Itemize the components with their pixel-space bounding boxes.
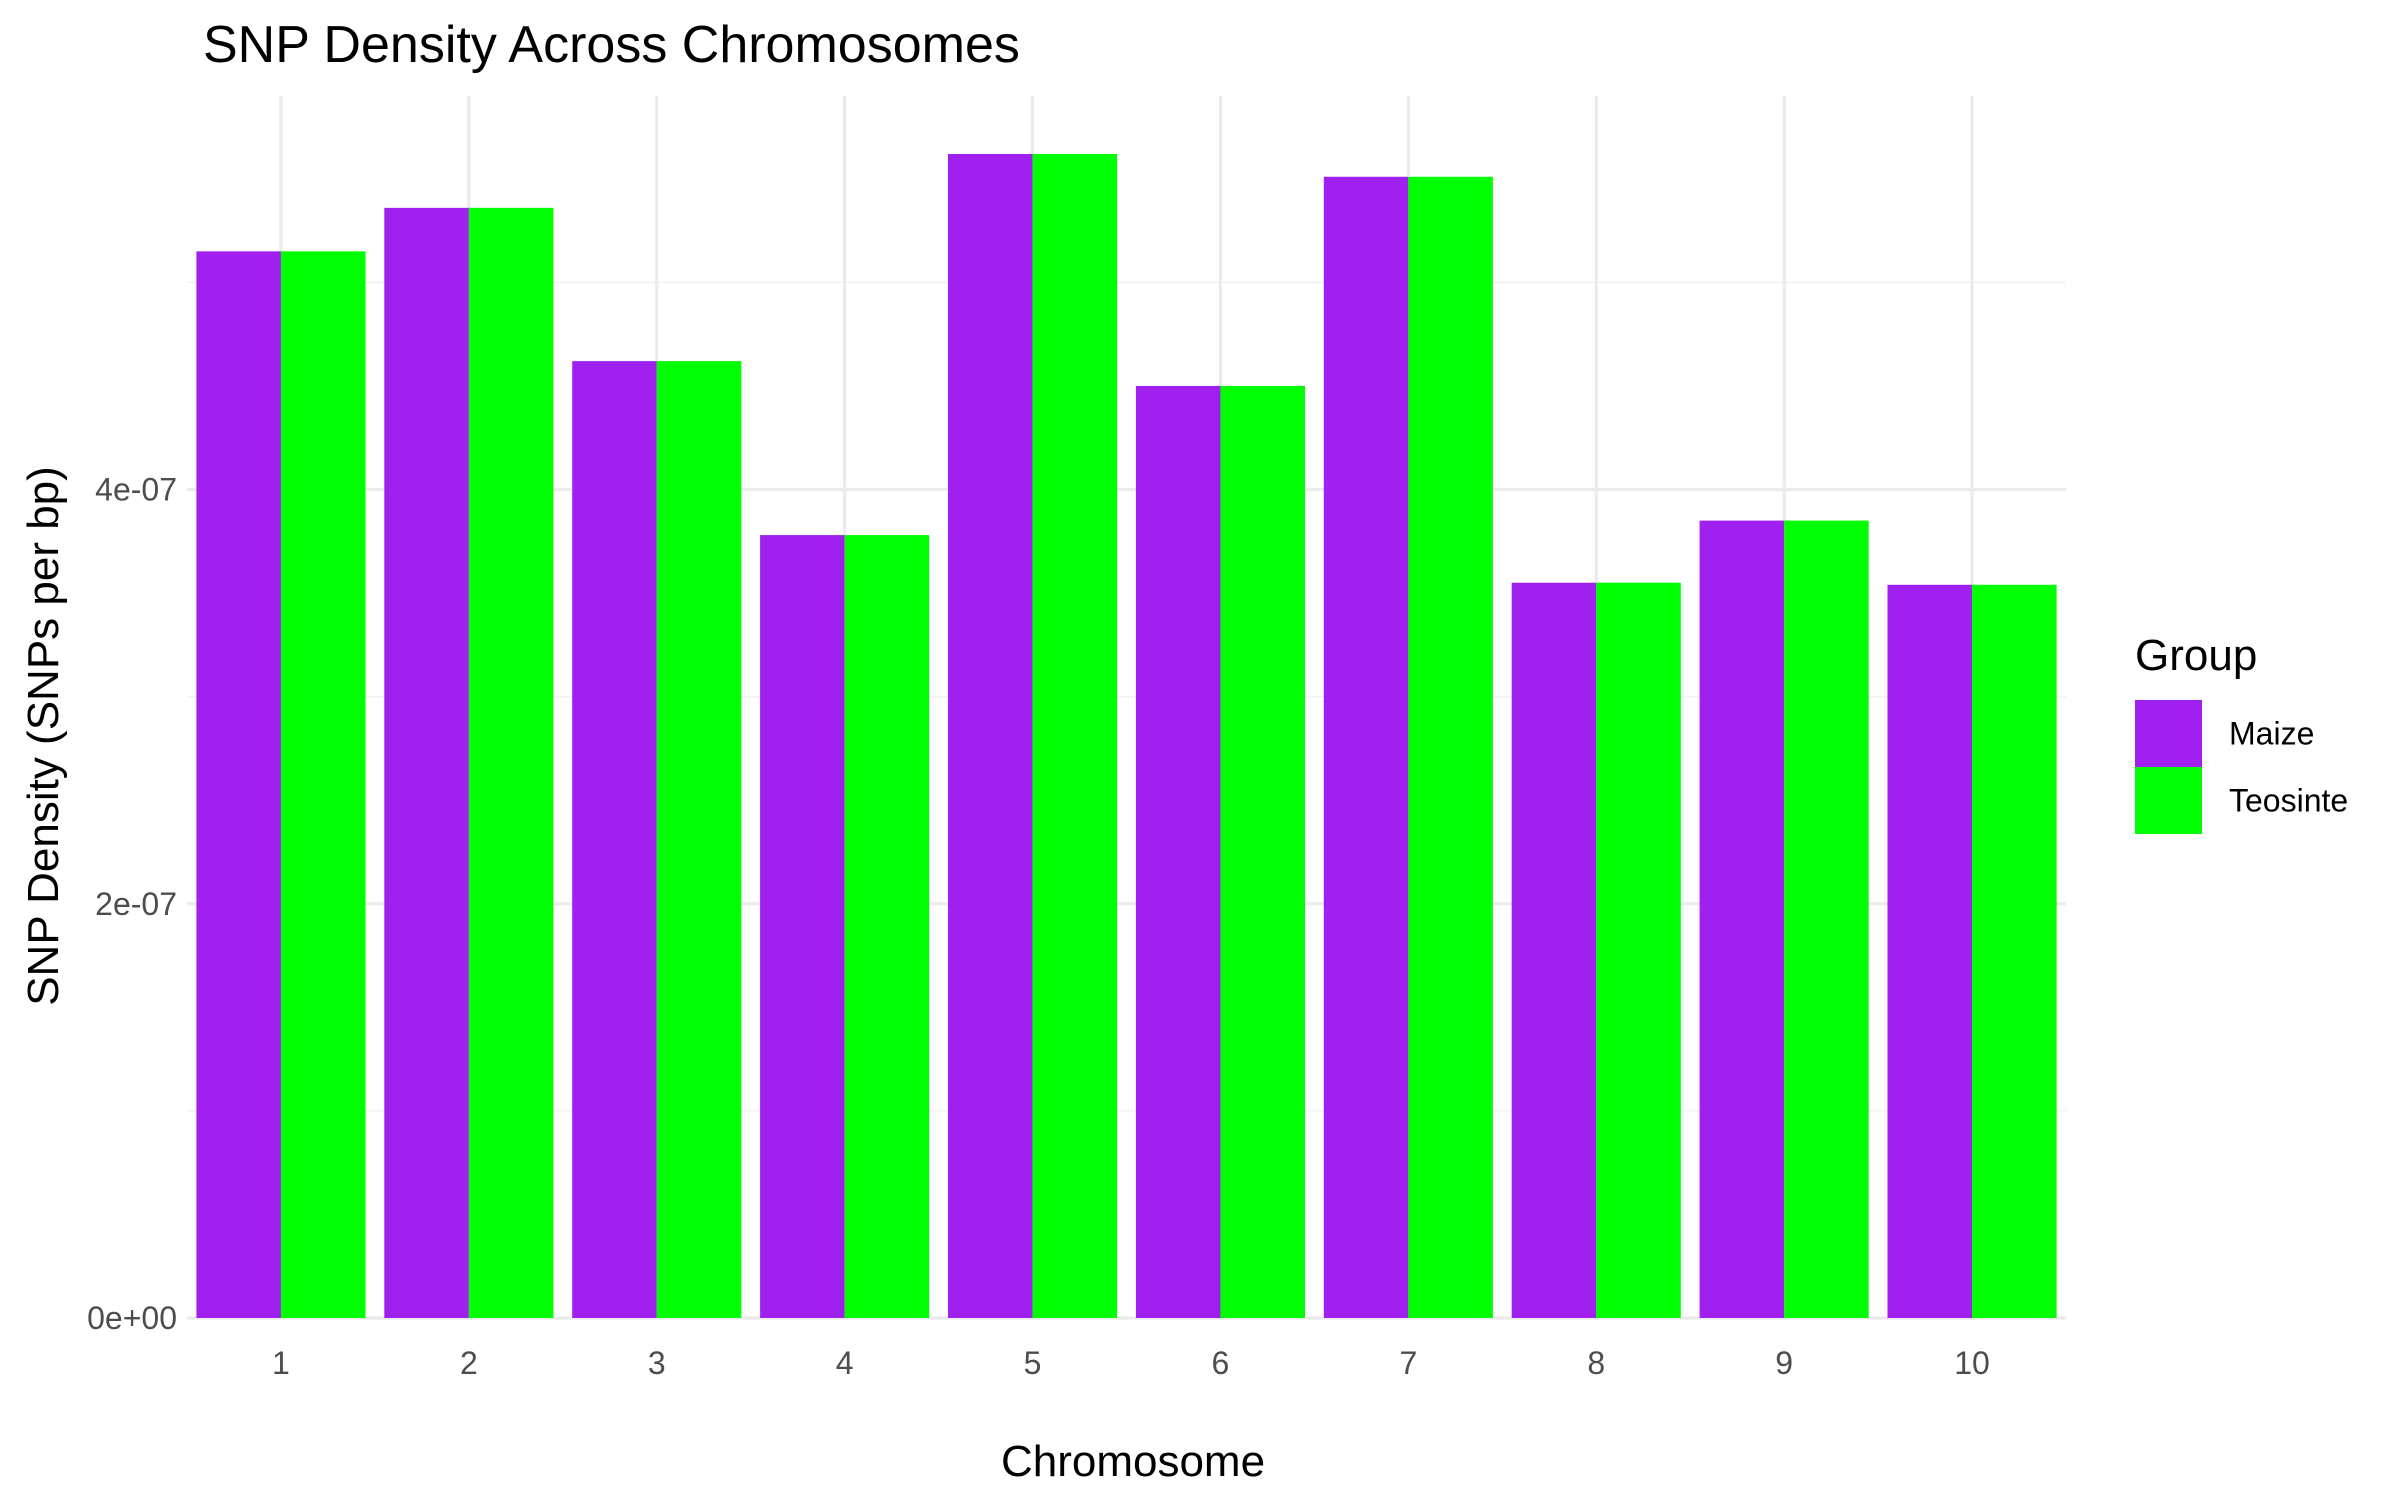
legend-key-teosinte [2135,767,2202,834]
x-tick-label: 1 [272,1345,290,1381]
bar-maize-chr-10 [1887,584,1973,1318]
legend-label-maize: Maize [2229,716,2314,752]
y-axis-ticks: 0e+00 2e-07 4e-07 [87,472,177,1336]
x-tick-label: 5 [1024,1345,1042,1381]
x-tick-label: 6 [1212,1345,1230,1381]
bar-maize-chr-9 [1699,520,1785,1318]
bar-teosinte-chr-5 [1032,153,1118,1319]
bar-maize-chr-6 [1135,385,1221,1319]
y-axis-title: SNP Density (SNPs per bp) [19,466,68,1006]
bar-teosinte-chr-10 [1972,584,2057,1318]
legend: Group Maize Teosinte [2135,631,2348,834]
legend-key-maize [2135,700,2202,767]
bar-maize-chr-4 [760,535,845,1318]
y-tick-label: 4e-07 [95,472,177,508]
y-tick-label: 0e+00 [87,1300,177,1336]
legend-title: Group [2135,631,2257,680]
bar-maize-chr-5 [947,153,1033,1319]
x-axis-title: Chromosome [1001,1437,1265,1486]
x-axis-ticks: 1 2 3 4 5 6 7 8 9 10 [272,1345,1990,1381]
bars [196,153,2057,1319]
bar-teosinte-chr-3 [656,361,742,1318]
bar-maize-chr-7 [1323,176,1409,1319]
bar-teosinte-chr-2 [468,207,554,1318]
x-tick-label: 4 [836,1345,854,1381]
bar-maize-chr-1 [196,251,281,1318]
legend-label-teosinte: Teosinte [2229,783,2348,819]
bar-maize-chr-2 [384,207,469,1318]
x-tick-label: 2 [460,1345,478,1381]
bar-maize-chr-3 [572,361,657,1318]
legend-items: Maize Teosinte [2135,700,2348,834]
x-tick-label: 10 [1954,1345,1990,1381]
bar-teosinte-chr-7 [1408,176,1493,1319]
chart-title: SNP Density Across Chromosomes [203,16,1020,74]
bar-teosinte-chr-4 [844,535,930,1318]
x-tick-label: 8 [1587,1345,1605,1381]
bar-teosinte-chr-6 [1220,385,1306,1319]
x-tick-label: 9 [1775,1345,1793,1381]
bar-teosinte-chr-1 [280,251,366,1318]
bar-teosinte-chr-8 [1596,582,1681,1318]
bar-maize-chr-8 [1511,582,1597,1318]
x-tick-label: 7 [1399,1345,1417,1381]
x-tick-label: 3 [648,1345,666,1381]
y-tick-label: 2e-07 [95,886,177,922]
bar-teosinte-chr-9 [1784,520,1869,1318]
